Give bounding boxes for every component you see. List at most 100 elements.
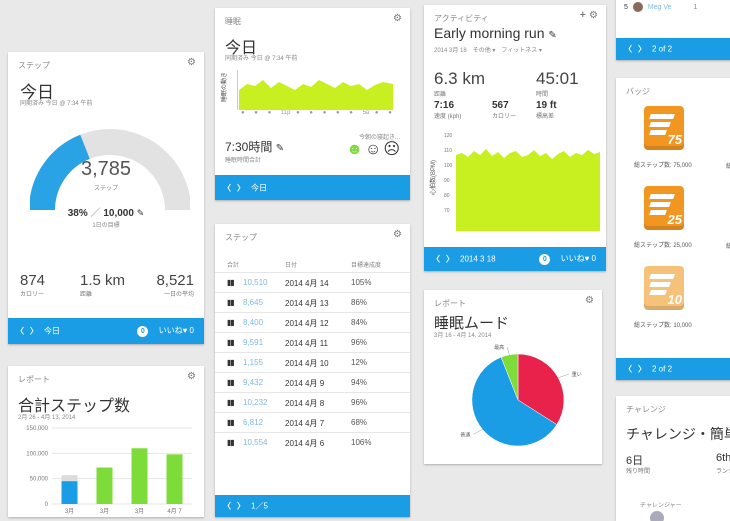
next-arrow-icon[interactable]: 〉 — [30, 326, 38, 336]
gear-icon[interactable]: ⚙ — [187, 371, 196, 382]
steps-cell[interactable]: 10,554 — [243, 438, 268, 447]
goal-cell: 96% — [351, 398, 368, 407]
table-row[interactable]: ▮▮ 9,591 2014 4月 11 96% — [215, 332, 410, 352]
prev-arrow-icon[interactable]: 〈 — [624, 44, 632, 54]
like-button[interactable]: いいね♥ 0 — [158, 326, 194, 335]
next-arrow-icon[interactable]: 〉 — [237, 501, 245, 511]
x-tick-label: 3月 — [100, 508, 109, 515]
leader-name[interactable]: Meg Ve — [647, 3, 672, 11]
add-icon[interactable]: + — [579, 9, 586, 21]
steps-cell[interactable]: 9,591 — [243, 338, 264, 347]
table-row[interactable]: ▮▮ 10,232 2014 4月 8 96% — [215, 392, 410, 412]
x-tick-label: 3月 — [135, 508, 144, 515]
table-row[interactable]: ▮▮ 8,645 2014 4月 13 86% — [215, 292, 410, 312]
steps-cell[interactable]: 10,232 — [243, 398, 268, 407]
badge-item[interactable]: 75 総ステップ数: 75,000 — [616, 104, 716, 178]
pie-slice[interactable] — [517, 353, 565, 425]
x-tick-label: 3月 — [65, 508, 74, 515]
prev-arrow-icon[interactable]: 〈 — [223, 501, 231, 511]
next-arrow-icon[interactable]: 〉 — [446, 254, 454, 264]
table-row[interactable]: ▮▮ 6,812 2014 4月 7 68% — [215, 412, 410, 432]
happy-face-icon[interactable]: ☻ — [346, 141, 363, 158]
badge-label: 総ステップ数: 10,000 — [634, 323, 692, 329]
bar[interactable] — [61, 481, 78, 504]
avatar — [650, 511, 664, 521]
table-row[interactable]: ▮▮ 8,400 2014 4月 12 84% — [215, 312, 410, 332]
stat-value: 874 — [20, 272, 46, 289]
goal-cell: 68% — [351, 418, 368, 427]
header-total: 合計 — [227, 263, 240, 269]
card-footer: 〈〉今日 0 いいね♥ 0 — [8, 318, 204, 344]
steps-value: 3,785 — [80, 158, 132, 180]
badge-number: 75 — [667, 132, 682, 147]
steps-cell[interactable]: 6,812 — [243, 418, 264, 427]
gear-icon[interactable]: ⚙ — [393, 229, 402, 240]
comment-count[interactable]: 0 — [137, 326, 149, 337]
prev-arrow-icon[interactable]: 〈 — [624, 364, 632, 374]
tick-label: 5a — [362, 110, 370, 116]
table-row[interactable]: ▮▮ 1,155 2014 4月 10 12% — [215, 352, 410, 372]
steps-cell[interactable]: 9,432 — [243, 378, 264, 387]
report-heading: 合計ステップ数 — [18, 398, 131, 415]
challenge-card: チャレンジ チャレンジ・簡単 6日 残り時間 6th ランク チャレンジャー — [616, 396, 730, 521]
goal-cell: 94% — [351, 378, 368, 387]
next-arrow-icon[interactable]: 〉 — [237, 183, 245, 192]
bar[interactable] — [96, 467, 113, 504]
table-row[interactable]: ▮▮ 9,432 2014 4月 9 94% — [215, 372, 410, 392]
prev-arrow-icon[interactable]: 〈 — [223, 183, 231, 192]
next-arrow-icon[interactable]: 〉 — [638, 364, 646, 374]
challenge-heading: チャレンジ・簡単 — [626, 426, 730, 442]
pie-slice[interactable] — [500, 353, 519, 401]
table-row[interactable]: ▮▮ 10,554 2014 4月 6 106% — [215, 432, 410, 452]
gear-icon[interactable]: ⚙ — [393, 13, 402, 24]
speed-value: 7:16 — [434, 100, 455, 111]
date-cell: 2014 4月 9 — [285, 379, 325, 388]
footprints-icon: ▮▮ — [227, 318, 235, 327]
like-button[interactable]: いいね♥ 0 — [560, 254, 596, 263]
slice-label: 重い — [572, 371, 582, 378]
elevation-value: 19 ft — [536, 100, 557, 111]
prev-arrow-icon[interactable]: 〈 — [16, 326, 24, 336]
steps-cell[interactable]: 1,155 — [243, 358, 264, 367]
neutral-face-icon[interactable]: ☺ — [364, 141, 382, 158]
header-goal: 目標達成度 — [351, 263, 382, 269]
steps-cell[interactable]: 8,645 — [243, 298, 264, 307]
goal-value: 10,000 — [103, 208, 134, 219]
bar[interactable] — [166, 454, 183, 504]
steps-unit: ステップ — [93, 186, 118, 192]
badge-item[interactable]: 25 総ステップ数: 25,000 — [616, 184, 716, 258]
bar[interactable] — [131, 448, 148, 504]
report-range: 3月 16 - 4月 14, 2014 — [434, 333, 492, 339]
badge-label: 総ステップ数: 75,000 — [634, 163, 692, 169]
footer-nav-label: 2014 3 18 — [460, 254, 496, 264]
gear-icon[interactable]: ⚙ — [585, 295, 594, 306]
goal-label: 1日の目標 — [92, 223, 120, 229]
footer-nav-label: 今日 — [251, 183, 267, 192]
slice-leader-line — [558, 373, 569, 379]
duration-label: 睡眠時間合計 — [225, 158, 262, 164]
date-cell: 2014 4月 10 — [285, 359, 329, 368]
calories-label: カロリー — [492, 114, 517, 120]
card-footer: 〈〉 1／5 — [215, 495, 410, 517]
badge-item[interactable]: 10 総ステップ数: 10,000 — [616, 264, 716, 338]
prev-arrow-icon[interactable]: 〈 — [432, 254, 440, 264]
pencil-icon[interactable]: ✎ — [275, 143, 285, 154]
avatar — [632, 2, 643, 12]
pencil-icon[interactable]: ✎ — [548, 30, 557, 41]
report-heading: 睡眠ムード — [434, 315, 510, 332]
table-row[interactable]: ▮▮ 10,510 2014 4月 14 105% — [215, 272, 410, 292]
stat-label: 一日の平均 — [163, 292, 194, 298]
next-arrow-icon[interactable]: 〉 — [638, 44, 646, 54]
mood-selector: ☻ ☺ ☹ — [346, 142, 400, 158]
pencil-icon[interactable]: ✎ — [136, 208, 145, 218]
comment-count[interactable]: 0 — [539, 254, 551, 265]
cut-label: 総 — [726, 164, 730, 170]
total-steps-card: レポート ⚙ 合計ステップ数 2月 26 - 4月 13, 2014 150,0… — [8, 366, 204, 517]
gear-icon[interactable]: ⚙ — [589, 10, 598, 21]
steps-cell[interactable]: 8,400 — [243, 318, 264, 327]
steps-cell[interactable]: 10,510 — [243, 278, 268, 287]
gear-icon[interactable]: ⚙ — [187, 57, 196, 68]
activity-card: アクティビティ + ⚙ Early morning run ✎ 2014 3月 … — [424, 5, 606, 271]
sad-face-icon[interactable]: ☹ — [383, 141, 400, 158]
sleep-xaxis: ● ● ● 11p ● ● ● ● ● 5a ● ● ● — [241, 110, 397, 116]
